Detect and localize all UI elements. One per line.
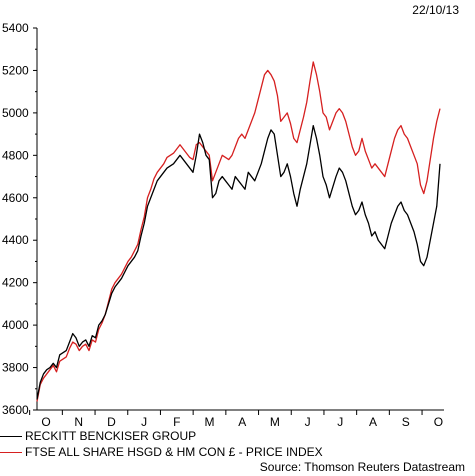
- y-tick-label: 4000: [2, 318, 29, 332]
- y-tick-label: 4600: [2, 191, 29, 205]
- source-note: Source: Thomson Reuters Datastream: [259, 460, 465, 474]
- y-tick-label: 3600: [2, 403, 29, 417]
- legend-swatch-black: [0, 436, 22, 438]
- legend-item-series-2: FTSE ALL SHARE HSGD & HM CON £ - PRICE I…: [0, 445, 323, 459]
- x-tick-label: N: [74, 415, 83, 429]
- y-tick-label: 5000: [2, 106, 29, 120]
- x-tick-label: A: [369, 415, 377, 429]
- x-tick-label: M: [270, 415, 280, 429]
- legend-label-series-1: RECKITT BENCKISER GROUP: [25, 429, 197, 443]
- chart-series: [36, 61, 441, 402]
- legend-swatch-red: [0, 452, 22, 454]
- x-tick-label: O: [41, 415, 50, 429]
- series-line-1: [36, 124, 441, 400]
- x-tick-label: O: [434, 415, 443, 429]
- y-tick-label: 4200: [2, 276, 29, 290]
- x-tick-label: J: [305, 415, 311, 429]
- series-line-2: [36, 61, 441, 402]
- y-tick-label: 5400: [2, 21, 29, 35]
- y-tick-label: 5200: [2, 63, 29, 77]
- x-tick-label: D: [107, 415, 116, 429]
- chart-date: 22/10/13: [412, 3, 459, 17]
- x-tick-label: A: [238, 415, 246, 429]
- x-tick-label: S: [402, 415, 410, 429]
- y-tick-label: 3800: [2, 361, 29, 375]
- x-tick-label: J: [141, 415, 147, 429]
- chart-axes: 3600 3800 4000 4200 4400 4600 4800 5000 5200 5400…: [2, 21, 444, 429]
- x-tick-label: M: [205, 415, 215, 429]
- legend-item-series-1: RECKITT BENCKISER GROUP: [0, 429, 196, 443]
- x-tick-label: F: [173, 415, 180, 429]
- y-tick-label: 4400: [2, 233, 29, 247]
- y-tick-label: 4800: [2, 148, 29, 162]
- x-tick-label: J: [337, 415, 343, 429]
- legend-label-series-2: FTSE ALL SHARE HSGD & HM CON £ - PRICE I…: [25, 445, 323, 459]
